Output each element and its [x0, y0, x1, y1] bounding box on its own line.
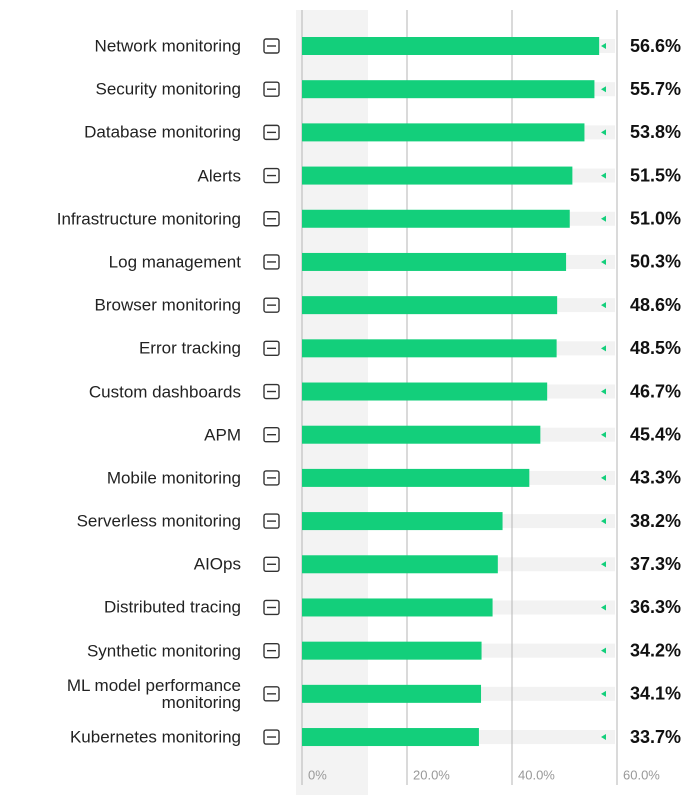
icon	[263, 297, 280, 313]
icon	[263, 38, 280, 54]
category-label: Security monitoring	[95, 79, 241, 99]
value-label: 50.3%	[630, 252, 681, 272]
bar	[302, 555, 498, 574]
value-label: 37.3%	[630, 554, 681, 574]
category-label: Kubernetes monitoring	[69, 727, 241, 747]
bar	[302, 296, 558, 315]
value-label: 51.5%	[630, 165, 681, 185]
marker	[601, 690, 606, 697]
category-label: Mobile monitoring	[106, 468, 241, 488]
category-label: Log management	[108, 252, 241, 272]
marker	[601, 215, 606, 222]
x-tick-label: 0%	[308, 767, 327, 782]
icon	[263, 427, 280, 443]
value-label: 53.8%	[630, 122, 681, 142]
icon	[263, 729, 280, 745]
value-label: 36.3%	[630, 597, 681, 617]
value-label: 45.4%	[630, 424, 681, 444]
marker	[601, 604, 606, 611]
category-label: Error tracking	[138, 338, 241, 358]
icon	[263, 124, 280, 141]
bar	[302, 339, 557, 358]
marker	[601, 172, 606, 179]
marker	[601, 734, 606, 741]
bar	[302, 123, 585, 142]
marker	[601, 129, 606, 136]
bar	[302, 641, 482, 660]
marker	[601, 86, 606, 93]
bar	[302, 728, 479, 747]
bar	[302, 425, 541, 444]
x-tick-label: 20.0%	[413, 767, 450, 782]
marker	[601, 431, 606, 438]
icon	[263, 642, 280, 659]
category-label: APM	[204, 425, 241, 445]
marker	[601, 43, 606, 49]
icon	[263, 81, 280, 97]
bar	[302, 684, 482, 703]
icon	[263, 211, 280, 227]
category-label: Network monitoring	[94, 36, 241, 56]
bar	[302, 80, 595, 99]
bar	[302, 209, 570, 228]
category-label: Serverless monitoring	[76, 511, 241, 531]
icon	[263, 513, 280, 529]
value-label: 48.5%	[630, 338, 681, 358]
icon	[263, 167, 280, 184]
marker	[601, 518, 606, 525]
value-label: 34.1%	[630, 684, 681, 704]
bar	[302, 382, 548, 401]
bar	[302, 37, 600, 55]
value-label: 55.7%	[630, 79, 681, 99]
category-label: Infrastructure monitoring	[56, 209, 241, 229]
value-label: 43.3%	[630, 468, 681, 488]
value-label: 38.2%	[630, 511, 681, 531]
value-label: 33.7%	[630, 727, 681, 747]
bar	[302, 512, 503, 531]
marker	[601, 302, 606, 309]
category-label: Distributed tracing	[103, 597, 241, 617]
bar	[302, 252, 567, 271]
marker	[601, 647, 606, 654]
bar	[302, 468, 530, 487]
value-label: 56.6%	[630, 36, 681, 56]
icon	[263, 340, 280, 357]
marker	[601, 474, 606, 481]
category-label: Synthetic monitoring	[86, 641, 241, 661]
icon	[263, 599, 280, 616]
icon	[263, 254, 280, 270]
icon	[263, 470, 280, 486]
category-label: Database monitoring	[84, 122, 241, 142]
marker	[601, 345, 606, 352]
bar	[302, 166, 573, 185]
value-label: 48.6%	[630, 295, 681, 315]
x-tick-label: 40.0%	[518, 767, 555, 782]
category-label: AIOps	[193, 554, 241, 574]
category-label: Custom dashboards	[88, 382, 241, 402]
value-label: 34.2%	[630, 640, 681, 660]
bar	[302, 598, 493, 617]
icon	[263, 383, 280, 400]
marker	[601, 561, 606, 568]
icon	[263, 556, 280, 572]
marker	[601, 258, 606, 265]
category-label: Browser monitoring	[94, 295, 241, 315]
value-label: 51.0%	[630, 209, 681, 229]
x-tick-label: 60.0%	[623, 767, 660, 782]
icon	[263, 686, 280, 702]
category-label: Alerts	[197, 166, 241, 186]
value-label: 46.7%	[630, 381, 681, 401]
category-label: ML model performance monitoring	[66, 675, 241, 712]
marker	[601, 388, 606, 395]
